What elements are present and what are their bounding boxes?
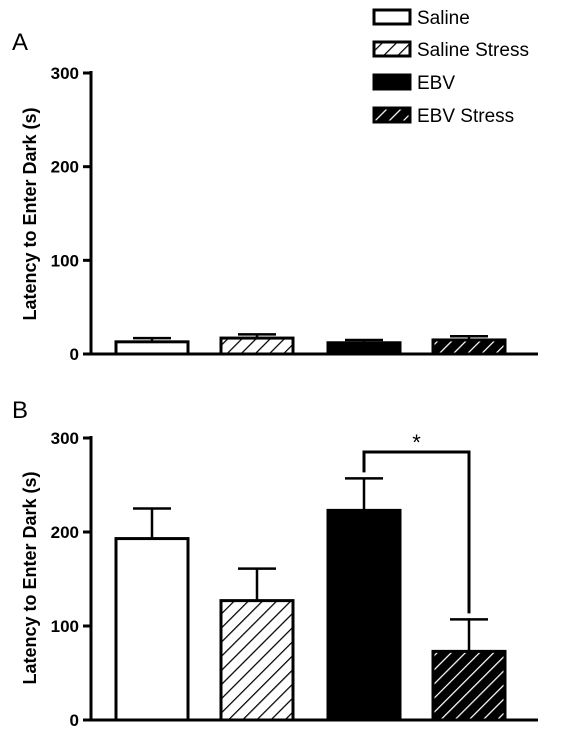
bar-a-saline [114, 340, 190, 356]
legend-swatch-ebv-stress [372, 106, 412, 124]
y-tick-label-a-0: 0 [70, 345, 79, 364]
legend: Saline Saline Stress EBV EBV Stress [372, 8, 529, 127]
panel-label-b: B [12, 397, 28, 424]
bar-b-ebv [326, 508, 402, 722]
panel-label-a: A [12, 29, 28, 56]
y-tick-label-a-300: 300 [51, 64, 79, 83]
panel-a-plot: 0 100 200 300 [51, 64, 538, 364]
legend-item-saline-stress: Saline Stress [372, 40, 529, 61]
bar-b-saline [114, 537, 190, 722]
legend-label-saline-stress: Saline Stress [417, 40, 529, 61]
y-tick-label-b-100: 100 [51, 617, 79, 636]
significance-bracket-b-0 [362, 450, 471, 614]
legend-item-ebv-stress: EBV Stress [372, 106, 514, 127]
legend-label-saline: Saline [417, 8, 470, 29]
legend-swatch-saline-stress [372, 40, 412, 58]
y-axis-title-a: Latency to Enter Dark (s) [20, 107, 40, 320]
bar-a-ebv [326, 341, 402, 356]
legend-item-saline: Saline [372, 8, 470, 29]
y-tick-label-b-0: 0 [70, 711, 79, 729]
legend-swatch-saline [372, 8, 412, 26]
legend-label-ebv: EBV [417, 73, 455, 94]
legend-label-ebv-stress: EBV Stress [417, 106, 514, 127]
bar-a-saline-stress [219, 336, 295, 356]
y-tick-label-a-100: 100 [51, 251, 79, 270]
bar-b-ebv-stress [431, 649, 507, 722]
y-tick-label-b-300: 300 [51, 429, 79, 448]
legend-swatch-ebv [372, 73, 412, 91]
y-axis-title-b: Latency to Enter Dark (s) [20, 471, 40, 684]
significance-label-b-0: * [412, 430, 421, 455]
bar-b-saline-stress [219, 599, 295, 722]
legend-item-ebv: EBV [372, 73, 455, 94]
y-tick-label-a-200: 200 [51, 158, 79, 177]
y-tick-label-b-200: 200 [51, 523, 79, 542]
bar-a-ebv-stress [431, 338, 507, 356]
panel-b-plot: 0 100 200 300 * [51, 429, 538, 729]
